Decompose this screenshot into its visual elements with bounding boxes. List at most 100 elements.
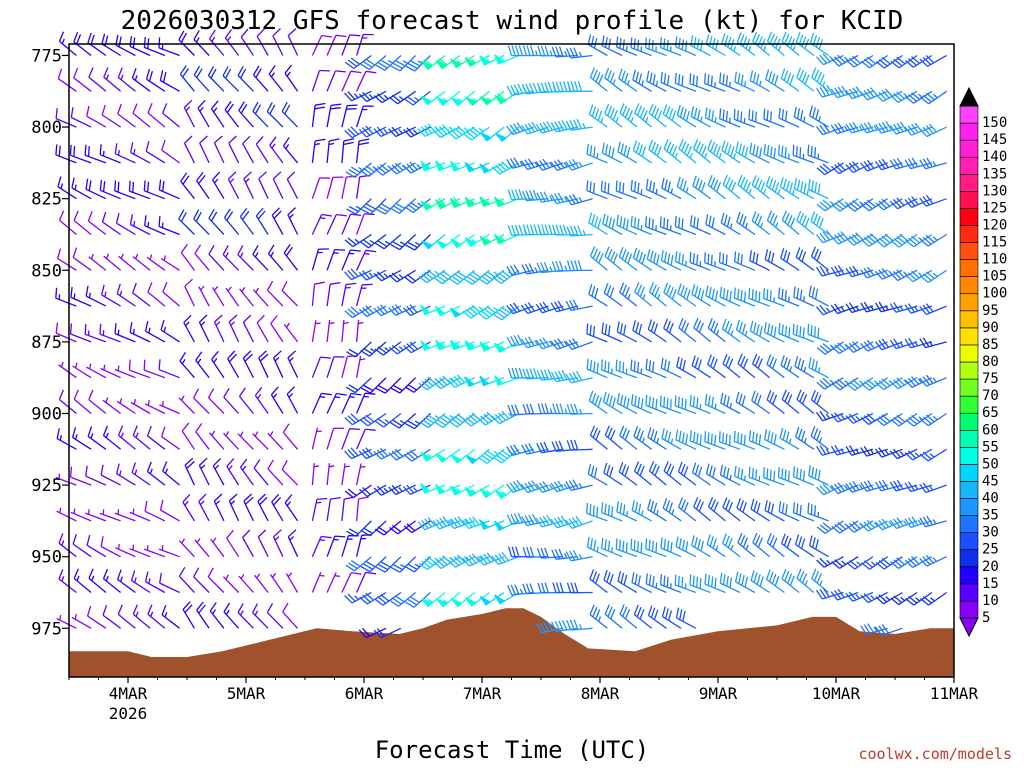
wind-barb xyxy=(535,120,564,134)
wind-barb xyxy=(693,317,712,343)
wind-barb xyxy=(375,198,402,215)
wind-barb xyxy=(675,607,697,629)
wind-barb xyxy=(266,280,284,307)
wind-barb xyxy=(478,448,505,464)
wind-barb xyxy=(461,516,490,530)
wind-barb xyxy=(647,427,667,450)
colorbar-label: 70 xyxy=(982,388,999,404)
wind-barb xyxy=(566,81,593,92)
wind-barb xyxy=(100,464,121,486)
wind-barb xyxy=(117,604,136,629)
wind-barb xyxy=(162,461,181,486)
wind-barb xyxy=(193,30,210,56)
wind-barb xyxy=(144,571,166,594)
wind-barb xyxy=(72,362,92,379)
wind-barb xyxy=(403,269,431,284)
wind-barb xyxy=(57,68,77,92)
colorbar-swatch xyxy=(959,361,979,380)
wind-barb xyxy=(795,247,815,271)
wind-barb xyxy=(749,320,770,343)
wind-barb xyxy=(344,591,372,604)
wind-barb xyxy=(860,412,888,426)
wind-barb xyxy=(432,124,461,139)
wind-barb xyxy=(71,427,92,450)
wind-barb xyxy=(284,494,299,522)
wind-barb xyxy=(147,282,166,307)
wind-barb xyxy=(677,283,697,307)
wind-barb xyxy=(355,534,373,557)
x-tick-label: 11MAR xyxy=(930,684,979,703)
wind-barb xyxy=(600,359,623,379)
colorbar-swatch xyxy=(959,447,979,465)
wind-barb xyxy=(479,54,505,66)
wind-barb xyxy=(88,67,107,92)
wind-barb xyxy=(178,395,195,414)
colorbar-label: 135 xyxy=(982,166,1007,182)
colorbar-label: 150 xyxy=(982,115,1007,131)
wind-barb xyxy=(55,322,77,343)
wind-barb xyxy=(478,269,505,285)
wind-barb xyxy=(721,33,741,57)
wind-barb xyxy=(632,69,652,92)
wind-barb xyxy=(341,571,362,593)
wind-barb xyxy=(257,493,269,522)
x-tick-label: 4MAR xyxy=(109,684,148,703)
wind-barb xyxy=(183,314,195,343)
wind-barb xyxy=(373,627,402,639)
wind-barb xyxy=(160,255,180,271)
wind-barb xyxy=(809,105,829,128)
wind-barb xyxy=(184,278,195,307)
colorbar-label: 115 xyxy=(982,235,1007,251)
wind-barb xyxy=(737,532,756,558)
colorbar-swatch xyxy=(959,156,979,175)
wind-barb xyxy=(691,535,711,558)
wind-barb xyxy=(115,463,136,486)
wind-barb xyxy=(586,323,608,343)
wind-barb xyxy=(257,529,269,557)
wind-barb xyxy=(830,54,859,67)
wind-barb xyxy=(287,28,299,56)
wind-barb xyxy=(690,106,711,128)
wind-barb xyxy=(197,99,210,128)
wind-barb xyxy=(719,286,741,307)
wind-barb xyxy=(634,103,653,128)
wind-barb xyxy=(193,65,210,92)
y-axis: 775 800 825 850 875 900 925 950 975 xyxy=(31,46,69,639)
wind-barb xyxy=(648,139,667,164)
wind-barb xyxy=(464,161,490,173)
wind-barb xyxy=(677,497,697,522)
wind-barb xyxy=(86,105,107,128)
wind-barb xyxy=(587,463,608,486)
wind-barb xyxy=(674,395,697,415)
wind-barb xyxy=(129,36,151,57)
wind-barb xyxy=(491,551,520,566)
wind-barb xyxy=(226,458,240,486)
wind-barb xyxy=(919,233,947,247)
wind-barb xyxy=(780,533,800,558)
wind-barb xyxy=(492,448,520,464)
wind-barb xyxy=(875,54,903,69)
wind-barb xyxy=(239,208,254,235)
wind-barb xyxy=(356,571,377,593)
wind-barb xyxy=(199,135,210,164)
wind-barb xyxy=(816,53,844,66)
wind-barb xyxy=(719,464,741,486)
wind-barb xyxy=(87,426,107,450)
wind-barb xyxy=(830,444,859,456)
wind-barb xyxy=(919,591,947,606)
wind-barb xyxy=(344,233,372,248)
wind-barb xyxy=(208,29,225,56)
wind-barb xyxy=(355,392,376,414)
wind-barb xyxy=(663,139,682,164)
wind-barb xyxy=(56,428,77,450)
wind-barb xyxy=(345,556,372,572)
colorbar-label: 125 xyxy=(982,200,1007,216)
wind-barb xyxy=(748,466,770,486)
wind-barb xyxy=(779,176,800,200)
wind-barb xyxy=(144,500,166,522)
colorbar-min-arrow xyxy=(959,617,979,638)
wind-barb xyxy=(904,337,933,349)
wind-barb xyxy=(238,573,254,593)
wind-barb xyxy=(919,374,947,387)
wind-barb xyxy=(630,179,652,200)
